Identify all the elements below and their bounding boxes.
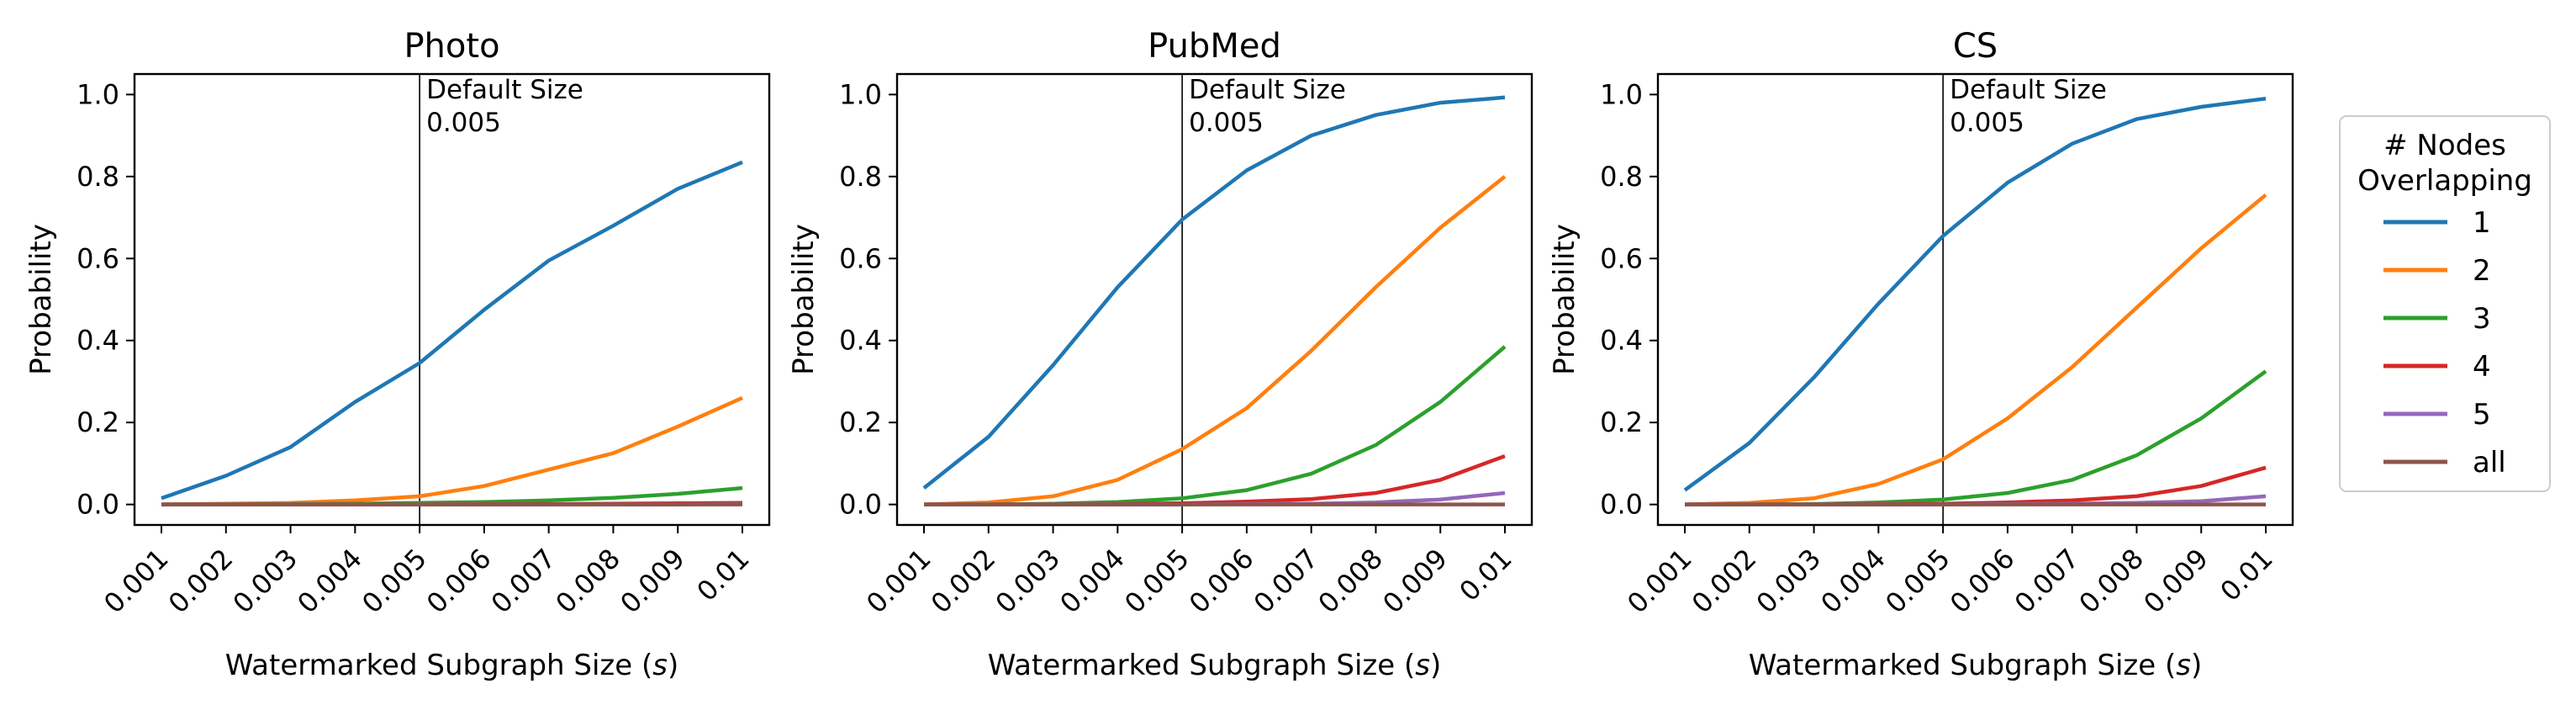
y-tick-label: 0.8 bbox=[839, 161, 882, 193]
y-tick-label: 0.6 bbox=[1600, 242, 1643, 274]
y-axis-label: Probability bbox=[787, 224, 821, 375]
y-tick-label: 1.0 bbox=[77, 78, 119, 110]
legend-label: 4 bbox=[2473, 350, 2491, 384]
default-size-annotation-line1: Default Size bbox=[426, 75, 583, 105]
x-axis-label: Watermarked Subgraph Size (s) bbox=[1749, 649, 2203, 682]
y-tick-label: 0.8 bbox=[1600, 161, 1643, 193]
y-tick-label: 0.2 bbox=[839, 406, 882, 438]
y-axis-label: Probability bbox=[1548, 224, 1581, 375]
legend-item-all: all bbox=[2383, 446, 2506, 480]
plot-frame bbox=[1656, 72, 2294, 527]
chart-title: PubMed bbox=[1148, 27, 1281, 66]
y-tick-label: 0.8 bbox=[77, 161, 119, 193]
y-tick-label: 0.0 bbox=[839, 489, 882, 521]
default-size-annotation-line2: 0.005 bbox=[1189, 108, 1264, 138]
y-tick-label: 0.4 bbox=[839, 325, 882, 357]
legend-label: 5 bbox=[2473, 398, 2491, 432]
default-size-annotation-line2: 0.005 bbox=[426, 108, 501, 138]
legend-title-line1: # Nodes bbox=[2383, 129, 2506, 162]
y-tick-label: 1.0 bbox=[839, 78, 882, 110]
legend-label: 3 bbox=[2473, 302, 2491, 336]
y-tick-label: 0.0 bbox=[77, 489, 119, 521]
series-line-1 bbox=[922, 95, 1506, 490]
y-tick-label: 0.0 bbox=[1600, 489, 1643, 521]
y-tick-label: 0.6 bbox=[839, 242, 882, 274]
legend-item-1: 1 bbox=[2383, 206, 2491, 240]
legend-label: 1 bbox=[2473, 206, 2491, 240]
plot-frame bbox=[133, 72, 771, 527]
legend-item-3: 3 bbox=[2383, 302, 2491, 336]
default-size-annotation-line2: 0.005 bbox=[1950, 108, 2024, 138]
y-tick-label: 1.0 bbox=[1600, 78, 1643, 110]
series-line-2 bbox=[923, 175, 1507, 506]
legend-item-2: 2 bbox=[2383, 254, 2491, 288]
chart-title: CS bbox=[1953, 27, 1998, 66]
default-size-annotation-line1: Default Size bbox=[1950, 75, 2107, 105]
y-axis-label: Probability bbox=[24, 224, 58, 375]
chart-title: Photo bbox=[404, 27, 499, 66]
legend-title-line2: Overlapping bbox=[2357, 164, 2532, 198]
default-size-annotation-line1: Default Size bbox=[1189, 75, 1346, 105]
series-line-2 bbox=[1684, 193, 2267, 506]
series-line-1 bbox=[161, 160, 743, 501]
legend-item-4: 4 bbox=[2383, 350, 2491, 384]
legend-item-5: 5 bbox=[2383, 398, 2491, 432]
y-tick-label: 0.2 bbox=[1600, 406, 1643, 438]
y-tick-label: 0.6 bbox=[77, 242, 119, 274]
y-tick-label: 0.2 bbox=[77, 406, 119, 438]
legend-label: 2 bbox=[2473, 254, 2491, 288]
plot-frame bbox=[895, 72, 1533, 527]
legend-box bbox=[2339, 115, 2551, 492]
x-axis-label: Watermarked Subgraph Size (s) bbox=[225, 649, 679, 682]
series-line-1 bbox=[1683, 96, 2267, 492]
y-tick-label: 0.4 bbox=[1600, 325, 1643, 357]
legend-label: all bbox=[2473, 446, 2506, 480]
x-axis-label: Watermarked Subgraph Size (s) bbox=[988, 649, 1442, 682]
y-tick-label: 0.4 bbox=[77, 325, 119, 357]
